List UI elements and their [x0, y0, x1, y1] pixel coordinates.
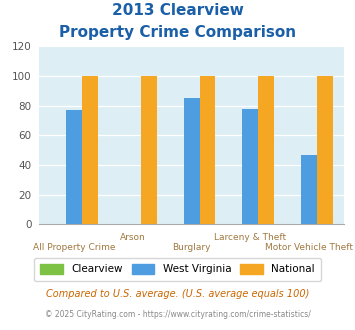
Text: Larceny & Theft: Larceny & Theft: [214, 233, 286, 242]
Text: Burglary: Burglary: [173, 243, 211, 251]
Text: Compared to U.S. average. (U.S. average equals 100): Compared to U.S. average. (U.S. average …: [46, 289, 309, 299]
Bar: [184, 98, 200, 224]
Bar: [242, 109, 258, 224]
Bar: [66, 110, 82, 224]
Text: Property Crime Comparison: Property Crime Comparison: [59, 25, 296, 40]
Bar: [317, 76, 333, 224]
Text: Motor Vehicle Theft: Motor Vehicle Theft: [265, 243, 353, 251]
Text: All Property Crime: All Property Crime: [33, 243, 115, 251]
Bar: [82, 76, 98, 224]
Bar: [258, 76, 274, 224]
Text: 2013 Clearview: 2013 Clearview: [111, 3, 244, 18]
Bar: [141, 76, 157, 224]
Bar: [200, 76, 215, 224]
Legend: Clearview, West Virginia, National: Clearview, West Virginia, National: [34, 258, 321, 281]
Bar: [301, 154, 317, 224]
Text: Arson: Arson: [120, 233, 146, 242]
Text: © 2025 CityRating.com - https://www.cityrating.com/crime-statistics/: © 2025 CityRating.com - https://www.city…: [45, 310, 310, 319]
